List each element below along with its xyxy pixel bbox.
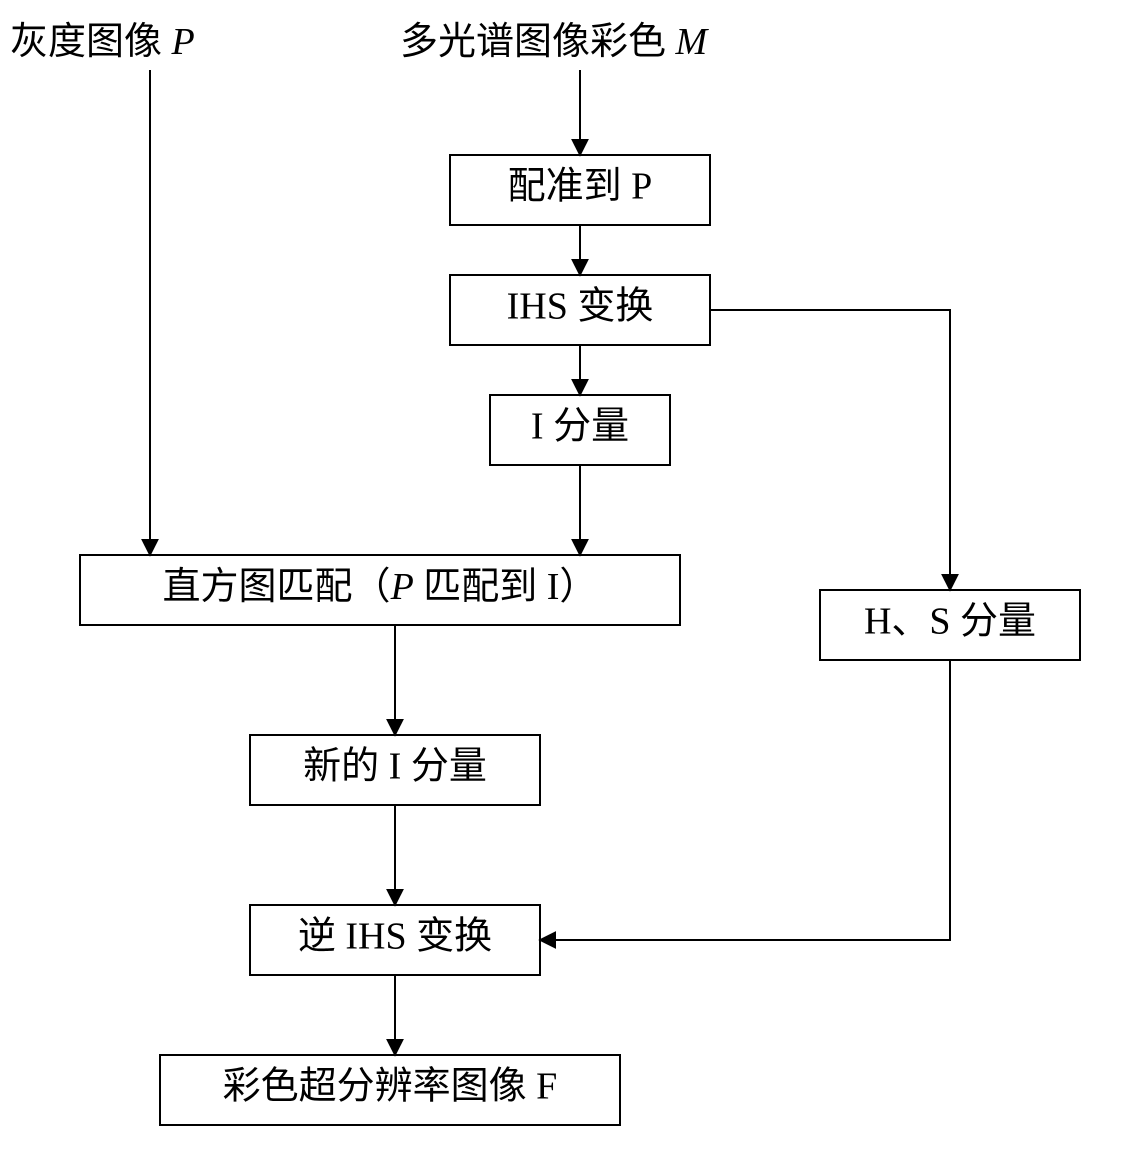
label-register: 配准到 P bbox=[508, 166, 653, 208]
label-hs: H、S 分量 bbox=[864, 601, 1036, 643]
input-left-label: 灰度图像 P bbox=[10, 21, 195, 63]
input-right-label: 多光谱图像彩色 M bbox=[400, 21, 710, 63]
label-newi: 新的 I 分量 bbox=[303, 746, 487, 788]
arrow-ihs-to-hs bbox=[710, 310, 950, 590]
arrow-hs-to-invihs bbox=[540, 660, 950, 940]
label-output: 彩色超分辨率图像 F bbox=[223, 1066, 558, 1108]
label-hist: 直方图匹配（P 匹配到 I） bbox=[163, 566, 598, 608]
label-invihs: 逆 IHS 变换 bbox=[298, 916, 492, 958]
label-icomp: I 分量 bbox=[531, 406, 629, 448]
label-ihs: IHS 变换 bbox=[507, 286, 654, 328]
